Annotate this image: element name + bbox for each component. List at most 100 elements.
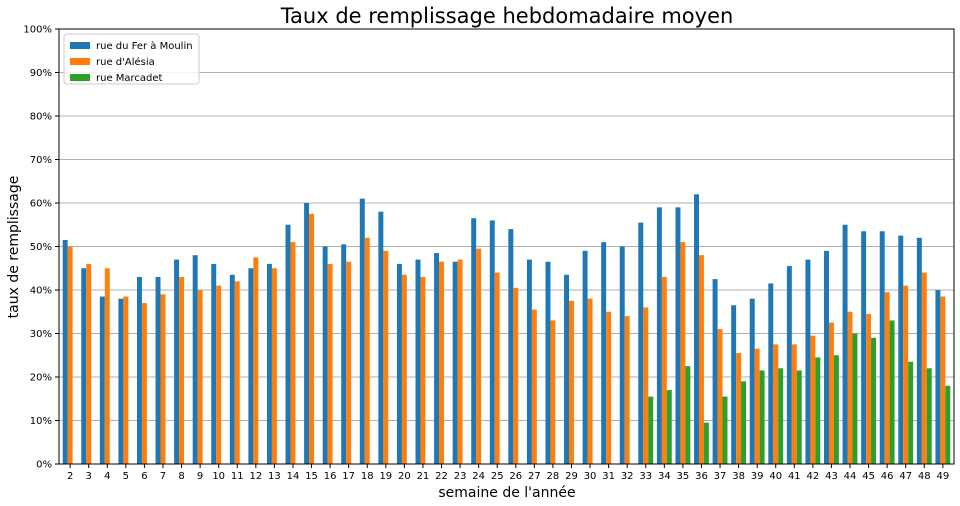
bar	[378, 212, 383, 464]
x-tick-label: 40	[769, 471, 782, 482]
x-tick-label: 24	[472, 471, 485, 482]
legend-label: rue d'Alésia	[96, 56, 155, 68]
y-axis-ticks: 0% 10% 20% 30% 40% 50% 60% 70% 80% 90% 100%	[23, 25, 59, 471]
bar	[402, 275, 407, 464]
bar	[713, 279, 718, 464]
bar	[667, 390, 672, 464]
bar	[588, 299, 593, 464]
legend-swatch	[70, 74, 90, 81]
x-tick-label: 39	[751, 471, 764, 482]
chart-title: Taux de remplissage hebdomadaire moyen	[280, 4, 734, 28]
bar	[508, 229, 513, 464]
x-tick-label: 30	[584, 471, 597, 482]
bar	[908, 362, 913, 464]
bar	[620, 247, 625, 465]
y-tick-label: 70%	[30, 155, 52, 166]
bar	[871, 338, 876, 464]
bar	[643, 307, 648, 464]
bar	[662, 277, 667, 464]
bar	[156, 277, 161, 464]
x-tick-label: 31	[602, 471, 615, 482]
bar	[532, 310, 537, 464]
x-tick-label: 26	[509, 471, 522, 482]
bar	[290, 242, 295, 464]
x-tick-label: 35	[677, 471, 690, 482]
y-tick-label: 0%	[36, 460, 52, 471]
bar	[323, 247, 328, 465]
bar	[453, 262, 458, 464]
y-tick-label: 10%	[30, 416, 52, 427]
bar	[123, 297, 128, 464]
x-tick-label: 28	[547, 471, 560, 482]
x-tick-label: 42	[807, 471, 820, 482]
bar	[309, 214, 314, 464]
x-tick-label: 17	[342, 471, 355, 482]
x-tick-label: 18	[361, 471, 374, 482]
x-tick-label: 5	[123, 471, 129, 482]
x-tick-label: 25	[491, 471, 504, 482]
y-tick-label: 30%	[30, 329, 52, 340]
bar	[880, 231, 885, 464]
bar	[68, 247, 73, 465]
x-tick-label: 47	[899, 471, 912, 482]
bar	[601, 242, 606, 464]
bar	[824, 251, 829, 464]
bar	[161, 294, 166, 464]
bar	[434, 253, 439, 464]
bar	[495, 273, 500, 464]
x-tick-label: 3	[86, 471, 92, 482]
bar	[792, 344, 797, 464]
bar	[718, 329, 723, 464]
x-tick-label: 7	[160, 471, 166, 482]
bar	[898, 236, 903, 464]
bar	[564, 275, 569, 464]
bar	[852, 334, 857, 465]
x-tick-label: 45	[862, 471, 875, 482]
bar	[545, 262, 550, 464]
bar	[675, 207, 680, 464]
bar	[383, 251, 388, 464]
legend-swatch	[70, 58, 90, 65]
bar	[248, 268, 253, 464]
bar	[797, 370, 802, 464]
bar	[137, 277, 142, 464]
bar	[848, 312, 853, 464]
bar	[174, 260, 179, 464]
bar	[420, 277, 425, 464]
bar	[917, 238, 922, 464]
y-tick-label: 20%	[30, 373, 52, 384]
bar	[773, 344, 778, 464]
bar	[365, 238, 370, 464]
bar	[397, 264, 402, 464]
x-tick-label: 16	[324, 471, 337, 482]
bar	[755, 349, 760, 464]
bar	[230, 275, 235, 464]
x-tick-label: 20	[398, 471, 411, 482]
x-tick-label: 38	[732, 471, 745, 482]
legend: rue du Fer à Moulinrue d'Alésiarue Marca…	[64, 34, 199, 84]
bar	[861, 231, 866, 464]
x-tick-label: 9	[197, 471, 203, 482]
x-tick-label: 22	[435, 471, 448, 482]
bar	[778, 368, 783, 464]
x-tick-label: 29	[565, 471, 578, 482]
bar	[815, 357, 820, 464]
bar	[829, 323, 834, 464]
bar	[731, 305, 736, 464]
bar	[235, 281, 240, 464]
bar	[805, 260, 810, 464]
bar	[267, 264, 272, 464]
bar	[216, 286, 221, 464]
bar	[768, 283, 773, 464]
bar	[63, 240, 68, 464]
legend-label: rue Marcadet	[96, 73, 163, 84]
x-tick-label: 15	[305, 471, 318, 482]
bar	[760, 370, 765, 464]
x-tick-label: 10	[212, 471, 225, 482]
x-tick-label: 21	[417, 471, 430, 482]
x-tick-label: 11	[231, 471, 244, 482]
x-tick-label: 12	[249, 471, 262, 482]
y-axis-label: taux de remplissage	[6, 176, 22, 319]
bar	[142, 303, 147, 464]
bars	[63, 194, 951, 464]
